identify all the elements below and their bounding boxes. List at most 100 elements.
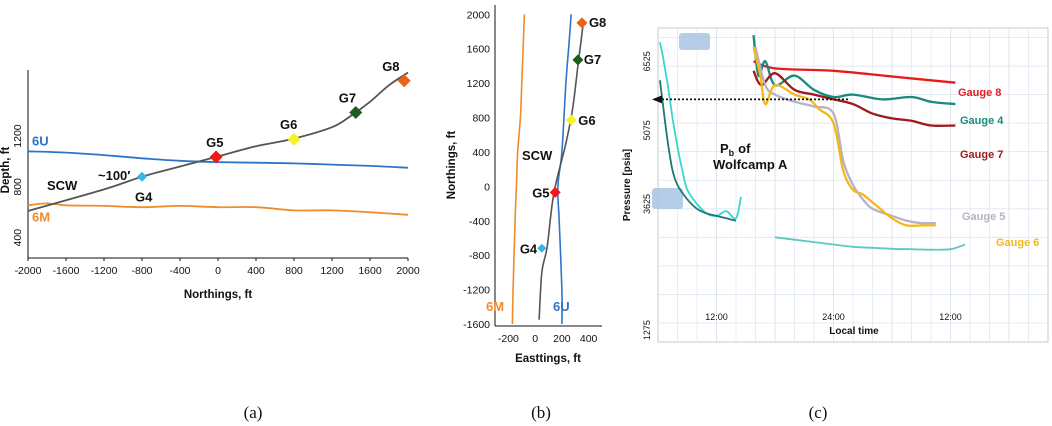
panel-b: -200 0 200 400 2000 1600 1200 800 400 0 -400 -800 -… (446, 5, 606, 365)
panel-a-xtick-label: 1600 (358, 265, 382, 277)
panel-c-legend-gauge-6: Gauge 6 (996, 237, 1039, 249)
panel-a-gauge-marker-g6 (287, 132, 301, 146)
panel-b-xtick-label: 200 (553, 333, 571, 345)
panel-a-xtick-label: 0 (215, 265, 221, 277)
panel-b-gauge-marker-g8 (576, 17, 588, 29)
panel-a-ytick-label: 400 (12, 229, 24, 247)
panel-a-xtick-label: 800 (285, 265, 303, 277)
caption-b: (b) (531, 403, 551, 422)
panel-a-xlabel: Northings, ft (184, 289, 253, 301)
panel-a-xtick-label: 400 (247, 265, 265, 277)
panel-b-scw-label: SCW (522, 148, 553, 163)
panel-b-ytick-label: 1200 (467, 78, 491, 90)
panel-c-ytick-label: 1275 (642, 320, 652, 340)
panel-b-gauge-label-g7: G7 (584, 52, 601, 67)
panel-a-ytick-label: 1200 (12, 124, 24, 148)
panel-b-xtick-label: 0 (532, 333, 538, 345)
panel-a-offset-label: ~100′ (98, 168, 130, 183)
panel-c-series-gauge-5 (754, 46, 936, 225)
pb-label-sub: b (729, 148, 735, 158)
panel-a-gauge-label-g6: G6 (280, 117, 297, 132)
caption-c: (c) (809, 403, 828, 422)
panel-b-6m-label: 6M (486, 299, 504, 314)
panel-c-series-early (659, 42, 742, 220)
panel-b-ytick-label: 1600 (467, 44, 491, 56)
panel-b-gauge-label-g8: G8 (589, 15, 606, 30)
panel-a-gauge-marker-g5 (209, 150, 223, 164)
panel-b-xtick-label: 400 (580, 333, 598, 345)
panel-a-gauge-marker-g8 (397, 74, 411, 88)
pb-label-formation: Wolfcamp A (713, 157, 788, 172)
panel-a-ylabel: Depth, ft (0, 147, 12, 194)
pb-label-p: P (720, 141, 729, 156)
panel-b-ytick-label: 400 (472, 147, 490, 159)
panel-a-ytick-label: 800 (12, 178, 24, 196)
panel-a-6m-label: 6M (32, 209, 50, 224)
panel-b-ytick-label: -1200 (463, 285, 490, 297)
panel-a-series-6u (27, 150, 409, 169)
panel-c-legend-gauge-7: Gauge 7 (960, 149, 1003, 161)
panel-a-series-6m (27, 202, 409, 216)
panel-a-xtick-label: -400 (169, 265, 190, 277)
panel-c-legend-gauge-8: Gauge 8 (958, 87, 1001, 99)
panel-c-ylabel: Pressure [psia] (622, 149, 633, 221)
panel-c-xtick-label: 12:00 (939, 312, 962, 322)
panel-c-series-gauge-8 (753, 60, 956, 84)
panel-c-xlabel: Local time (829, 326, 879, 337)
panel-b-6u-label: 6U (553, 299, 570, 314)
panel-c-series-gauge-6 (752, 46, 936, 228)
panel-b-ylabel: Northings, ft (446, 131, 458, 200)
panel-b-series-6m (511, 14, 526, 325)
panel-b-ytick-label: -1600 (463, 319, 490, 331)
panel-a-xtick-label: 2000 (396, 265, 420, 277)
panel-a-xtick-label: -1200 (91, 265, 118, 277)
panel-c-legend-gauge-5: Gauge 5 (962, 211, 1005, 223)
panel-c-ytick-label: 6525 (642, 51, 652, 71)
pb-arrowhead (652, 95, 662, 104)
pb-label-of: of (738, 141, 751, 156)
panel-c-legend-gauge-4: Gauge 4 (960, 115, 1004, 127)
panel-c-marker-box-left (652, 188, 683, 209)
panel-c-xtick-label: 12:00 (705, 312, 728, 322)
panel-b-gauge-label-g6: G6 (578, 113, 595, 128)
panel-b-gauge-marker-g7 (572, 54, 584, 66)
panel-c-xtick-label: 24:00 (822, 312, 845, 322)
panel-c-ytick-label: 3625 (642, 194, 652, 214)
pb-label: Pb of (720, 141, 751, 158)
panel-c-series-early-dark (659, 80, 737, 222)
panel-b-ytick-label: 800 (472, 113, 490, 125)
panel-c-ytick-label: 5075 (642, 120, 652, 140)
panel-c-marker-box-top (679, 33, 710, 50)
panel-b-gauge-marker-g5 (549, 186, 561, 198)
panel-a-xtick-label: -800 (131, 265, 152, 277)
panel-c: 12:00 24:00 12:00 1275 3625 5075 6525 Local ti… (622, 27, 1049, 343)
panel-b-gauge-marker-g4 (537, 243, 547, 253)
panel-a-gauge-marker-g7 (349, 106, 363, 120)
panel-c-series-gauge-4 (752, 34, 956, 106)
panel-b-gauge-marker-g6 (565, 114, 577, 126)
panel-c-series-late (774, 236, 966, 251)
panel-a-xtick-label: -1600 (53, 265, 80, 277)
panel-a-6u-label: 6U (32, 133, 49, 148)
panel-b-xtick-label: -200 (498, 333, 519, 345)
panel-b-ytick-label: -400 (469, 216, 490, 228)
panel-b-xlabel: Easttings, ft (515, 353, 581, 365)
panel-b-gauge-label-g4: G4 (520, 241, 538, 256)
panel-b-series-scw (538, 22, 585, 320)
panel-b-ytick-label: -800 (469, 250, 490, 262)
panel-a-gauge-label-g8: G8 (382, 59, 399, 74)
panel-a: -2000 -1600 -1200 -800 -400 0 400 800 1200 1600 20… (0, 59, 420, 301)
panel-a-gauge-label-g7: G7 (339, 91, 356, 106)
panel-c-series-gauge-7 (752, 70, 956, 128)
panel-a-xtick-label: -2000 (15, 265, 42, 277)
panel-b-ytick-label: 0 (484, 181, 490, 193)
panel-a-gauge-label-g4: G4 (135, 190, 153, 205)
caption-a: (a) (244, 403, 263, 422)
panel-a-scw-label: SCW (47, 178, 78, 193)
panel-a-gauge-marker-g4 (137, 171, 147, 182)
panel-b-gauge-label-g5: G5 (532, 185, 549, 200)
panel-a-series-scw (27, 71, 409, 212)
panel-a-gauge-label-g5: G5 (206, 135, 223, 150)
